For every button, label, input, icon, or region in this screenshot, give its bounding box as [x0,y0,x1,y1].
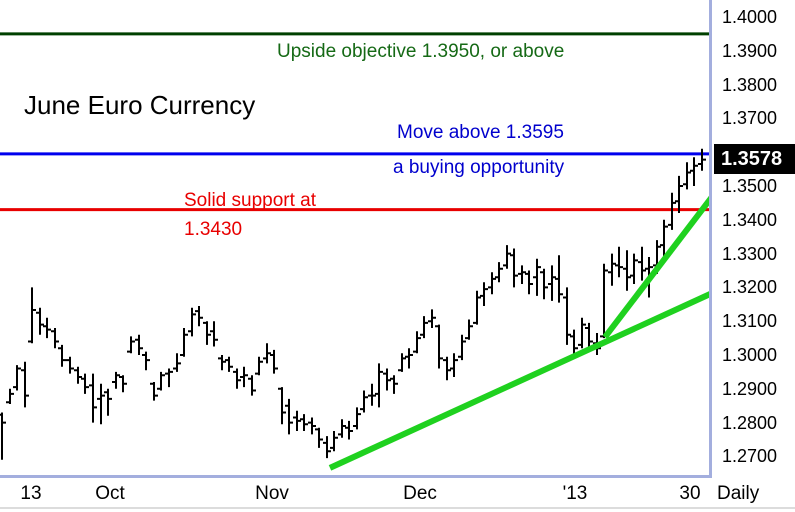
plot-right-border [709,0,712,478]
plot-bottom-border [0,475,712,478]
trendline-2 [602,194,712,339]
y-axis-tick-label: 1.3100 [722,311,778,332]
last-price-badge: 1.3578 [714,144,795,174]
timeframe-label: Daily [717,483,760,504]
support-label-line2: 1.3430 [184,219,243,240]
buy-trigger-label: Move above 1.3595 [397,122,564,143]
y-axis-tick-label: 1.4000 [722,7,778,27]
x-axis-label: '13 [562,483,588,504]
y-axis-tick-label: 1.2900 [722,378,778,399]
y-axis-tick-label: 1.3800 [722,74,778,95]
support-label-line1: Solid support at [184,190,317,211]
y-axis-tick-label: 1.3200 [722,277,778,298]
y-axis-tick-label: 1.2700 [722,446,778,467]
y-axis-tick-label: 1.3700 [722,108,778,129]
x-axis-label: Dec [403,483,437,504]
y-axis-tick-label: 1.3300 [722,243,778,264]
buying-opportunity-label: a buying opportunity [393,157,565,178]
price-chart-canvas [0,32,712,471]
y-axis-tick-label: 1.2800 [722,412,778,433]
y-axis-tick-label: 1.3500 [722,176,778,196]
chart-title: June Euro Currency [24,90,256,120]
x-axis-label: 13 [20,483,42,504]
x-axis-label: 30 [679,483,701,504]
trendline-1 [328,290,712,471]
panel-baseline [0,507,795,509]
x-axis-label: Nov [255,483,289,504]
y-axis-tick-label: 1.3000 [722,345,778,365]
y-axis-tick-label: 1.3400 [722,209,778,230]
x-axis-label: Oct [95,483,125,504]
upside-objective-label: Upside objective 1.3950, or above [277,41,565,62]
ohlc-bars [0,148,706,460]
y-axis-tick-label: 1.3900 [722,40,778,61]
